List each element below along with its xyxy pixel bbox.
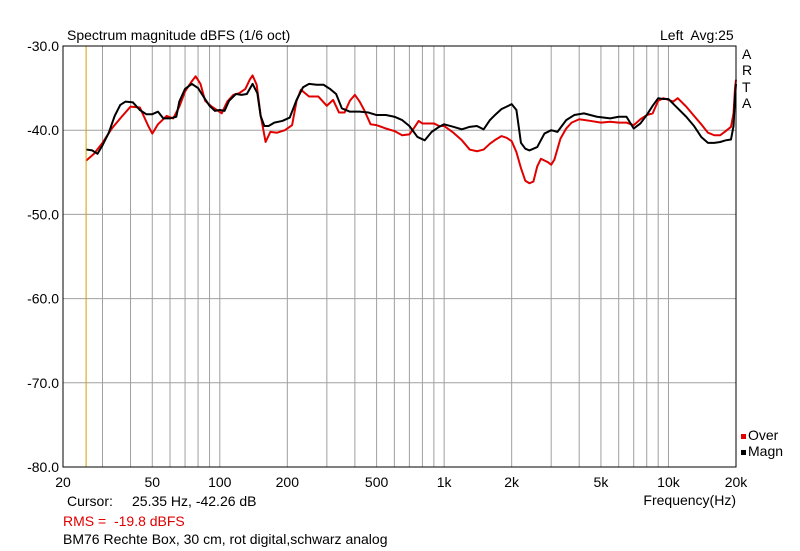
cursor-label: Cursor: — [67, 493, 113, 509]
x-tick-label: 500 — [365, 474, 389, 490]
legend-label-over: Over — [748, 427, 779, 443]
x-axis-title: Frequency(Hz) — [643, 492, 736, 508]
y-tick-label: -60.0 — [27, 291, 59, 307]
series-line-magn — [86, 82, 737, 155]
legend-item-over[interactable]: Over — [741, 427, 783, 443]
x-tick-label: 20k — [725, 474, 749, 490]
brand-letter-a2: A — [742, 95, 752, 111]
legend-swatch-magn — [741, 449, 746, 455]
x-tick-label: 20 — [55, 474, 71, 490]
series-lines — [85, 74, 737, 185]
x-tick-label: 2k — [504, 474, 520, 490]
x-tick-label: 10k — [657, 474, 681, 490]
measurement-description: BM76 Rechte Box, 30 cm, rot digital,schw… — [63, 531, 388, 547]
brand-letter-r: R — [742, 62, 753, 78]
axis-tick-labels: -30.0 -40.0 -50.0 -60.0 -70.0 -80.020 50 100 200… — [27, 38, 748, 490]
x-tick-label: 200 — [276, 474, 300, 490]
x-tick-label: 5k — [594, 474, 610, 490]
y-tick-label: -50.0 — [27, 206, 59, 222]
grid-lines — [63, 46, 736, 467]
y-tick-label: -70.0 — [27, 375, 59, 391]
y-tick-label: -80.0 — [27, 459, 59, 475]
legend: Over Magn — [741, 427, 783, 459]
y-tick-label: -30.0 — [27, 38, 59, 54]
chart-title: Spectrum magnitude dBFS (1/6 oct) — [67, 27, 291, 43]
x-tick-label: 1k — [437, 474, 453, 490]
brand-letter-t: T — [742, 79, 751, 95]
legend-item-magn[interactable]: Magn — [741, 443, 783, 459]
brand-letter-a1: A — [742, 46, 752, 62]
x-tick-label: 50 — [144, 474, 160, 490]
plot-frame — [62, 45, 737, 468]
legend-label-magn: Magn — [748, 443, 784, 459]
legend-swatch-over — [741, 433, 746, 439]
y-tick-label: -40.0 — [27, 122, 59, 138]
x-tick-label: 100 — [208, 474, 232, 490]
channel-average-label: Left Avg:25 — [660, 27, 734, 43]
cursor-readout: 25.35 Hz, -42.26 dB — [132, 493, 257, 509]
rms-readout: RMS = -19.8 dBFS — [63, 513, 185, 529]
